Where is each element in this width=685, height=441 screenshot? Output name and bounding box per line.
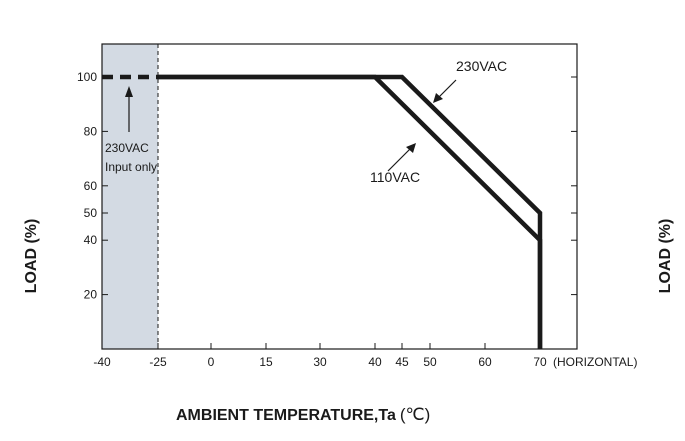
arrow-230vac-head (433, 93, 443, 103)
series-line-1 (158, 74, 543, 349)
annotation-group: 230VAC 110VAC 230VAC Input only (105, 58, 507, 185)
arrow-230vac-line (437, 79, 457, 99)
x-tick-label: -25 (149, 355, 167, 369)
plot-frame (101, 43, 578, 350)
annotation-110vac: 110VAC (370, 169, 420, 185)
x-tick-label: 60 (478, 355, 492, 369)
arrow-110vac-line (387, 148, 411, 172)
y-tick-label: 40 (84, 233, 98, 247)
y-tick-label: 50 (84, 206, 98, 220)
x-tick-label: 50 (423, 355, 437, 369)
x-axis-title: AMBIENT TEMPERATURE,Ta (℃) (176, 405, 430, 424)
x-tick-label: 40 (368, 355, 382, 369)
x-tick-label: 30 (313, 355, 327, 369)
y-tick-label: 20 (84, 288, 98, 302)
x-axis-suffix: (HORIZONTAL) (553, 355, 637, 369)
x-tick-label: 45 (395, 355, 409, 369)
arrow-110vac-head (406, 143, 416, 153)
annotation-shaded-line1: 230VAC (105, 141, 149, 155)
y-axis-title-left: LOAD (%) (23, 219, 40, 294)
y-axis-title-right: LOAD (%) (657, 219, 674, 294)
x-tick-label: 15 (259, 355, 273, 369)
arrow-shaded-head (125, 86, 133, 97)
y-tick-label: 80 (84, 124, 98, 138)
x-tick-label: -40 (93, 355, 111, 369)
y-tick-label: 60 (84, 179, 98, 193)
x-tick-label: 70 (533, 355, 547, 369)
annotation-shaded-line2: Input only (105, 160, 157, 174)
series-line-0 (158, 74, 543, 349)
y-tick-label: 100 (77, 70, 97, 84)
series-group (102, 74, 543, 349)
x-axis-title-main: AMBIENT TEMPERATURE,Ta (176, 407, 396, 424)
x-tick-label: 0 (208, 355, 215, 369)
x-axis-title-unit: (℃) (400, 405, 430, 424)
annotation-230vac: 230VAC (456, 58, 507, 74)
